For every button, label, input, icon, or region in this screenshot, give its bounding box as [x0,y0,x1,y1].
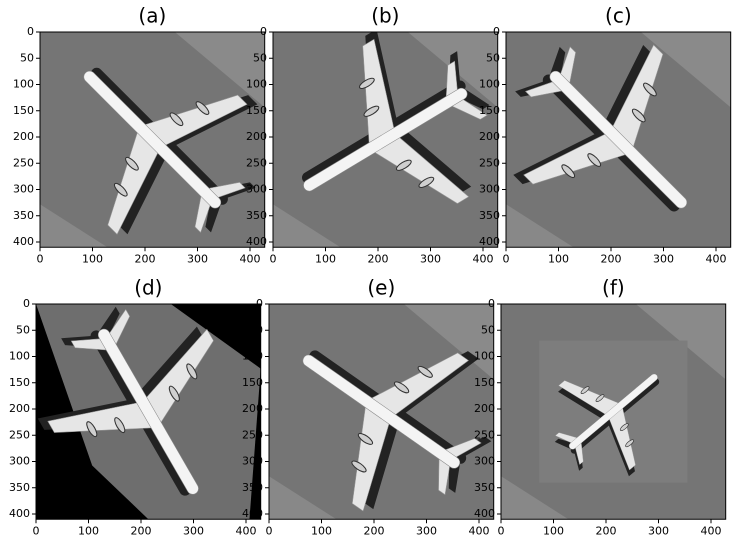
x-tick-label: 100 [311,524,332,537]
y-tick-label: 150 [9,376,30,389]
x-tick-label: 100 [548,252,569,265]
y-tick-label: 100 [474,350,495,363]
x-tick-label: 0 [266,524,273,537]
y-tick-label: 400 [479,235,500,248]
y-tick-label: 350 [13,209,34,222]
x-tick-label: 300 [187,252,208,265]
y-tick-label: 350 [479,209,500,222]
y-tick-label: 250 [246,156,267,169]
y-tick-label: 200 [479,130,500,143]
y-tick-label: 400 [242,507,263,520]
x-tick-label: 400 [240,252,261,265]
y-tick-label: 300 [246,183,267,196]
y-tick-label: 0 [493,25,500,38]
image-panel [472,0,733,277]
y-tick-label: 50 [20,51,34,64]
y-tick-label: 100 [13,78,34,91]
y-tick-label: 300 [242,455,263,468]
figure: (a)0100200300400050100150200250300350400… [0,0,733,546]
y-tick-label: 200 [9,402,30,415]
panel-title: (a) [138,4,166,28]
x-tick-label: 0 [498,524,505,537]
y-tick-label: 150 [246,104,267,117]
image-panel [9,273,275,543]
x-tick-label: 0 [33,524,40,537]
y-tick-label: 400 [246,235,267,248]
x-tick-label: 300 [653,252,674,265]
y-tick-label: 50 [253,51,267,64]
y-tick-label: 100 [242,350,263,363]
x-tick-label: 200 [596,524,617,537]
x-tick-label: 200 [131,524,152,537]
x-tick-label: 300 [416,524,437,537]
y-tick-label: 350 [9,481,30,494]
x-tick-label: 0 [503,252,510,265]
y-tick-label: 200 [242,402,263,415]
x-tick-label: 400 [706,252,727,265]
x-tick-label: 100 [315,252,336,265]
y-tick-label: 200 [246,130,267,143]
y-tick-label: 150 [242,376,263,389]
y-tick-label: 150 [13,104,34,117]
panel-title: (e) [367,276,395,300]
x-tick-label: 400 [473,252,494,265]
x-tick-label: 200 [364,524,385,537]
y-tick-label: 300 [13,183,34,196]
x-tick-label: 300 [183,524,204,537]
image-panel [501,304,726,519]
y-tick-label: 250 [9,428,30,441]
y-tick-label: 50 [16,323,30,336]
y-tick-label: 400 [9,507,30,520]
x-tick-label: 400 [469,524,490,537]
panel-title: (f) [602,276,625,300]
y-tick-label: 250 [474,428,495,441]
x-tick-label: 200 [601,252,622,265]
y-tick-label: 0 [23,297,30,310]
y-tick-label: 0 [27,25,34,38]
x-tick-label: 100 [78,524,99,537]
y-tick-label: 0 [260,25,267,38]
x-tick-label: 300 [420,252,441,265]
panel-title: (c) [605,4,632,28]
x-tick-label: 0 [37,252,44,265]
y-tick-label: 100 [479,78,500,91]
x-tick-label: 200 [368,252,389,265]
y-tick-label: 200 [13,130,34,143]
y-tick-label: 0 [256,297,263,310]
y-tick-label: 100 [9,350,30,363]
y-tick-label: 250 [13,156,34,169]
x-tick-label: 200 [135,252,156,265]
y-tick-label: 400 [474,507,495,520]
y-tick-label: 350 [246,209,267,222]
y-tick-label: 100 [246,78,267,91]
y-tick-label: 350 [242,481,263,494]
y-tick-label: 400 [13,235,34,248]
panel-title: (d) [134,276,162,300]
y-tick-label: 50 [486,51,500,64]
y-tick-label: 350 [474,481,495,494]
y-tick-label: 300 [479,183,500,196]
y-tick-label: 50 [249,323,263,336]
y-tick-label: 50 [481,323,495,336]
y-tick-label: 0 [488,297,495,310]
x-tick-label: 0 [270,252,277,265]
y-tick-label: 150 [479,104,500,117]
x-tick-label: 400 [701,524,722,537]
y-tick-label: 150 [474,376,495,389]
y-tick-label: 250 [479,156,500,169]
y-tick-label: 300 [9,455,30,468]
y-tick-label: 300 [474,455,495,468]
x-tick-label: 100 [82,252,103,265]
y-tick-label: 200 [474,402,495,415]
y-tick-label: 250 [242,428,263,441]
x-tick-label: 100 [543,524,564,537]
x-tick-label: 400 [236,524,257,537]
x-tick-label: 300 [648,524,669,537]
panel-title: (b) [371,4,399,28]
